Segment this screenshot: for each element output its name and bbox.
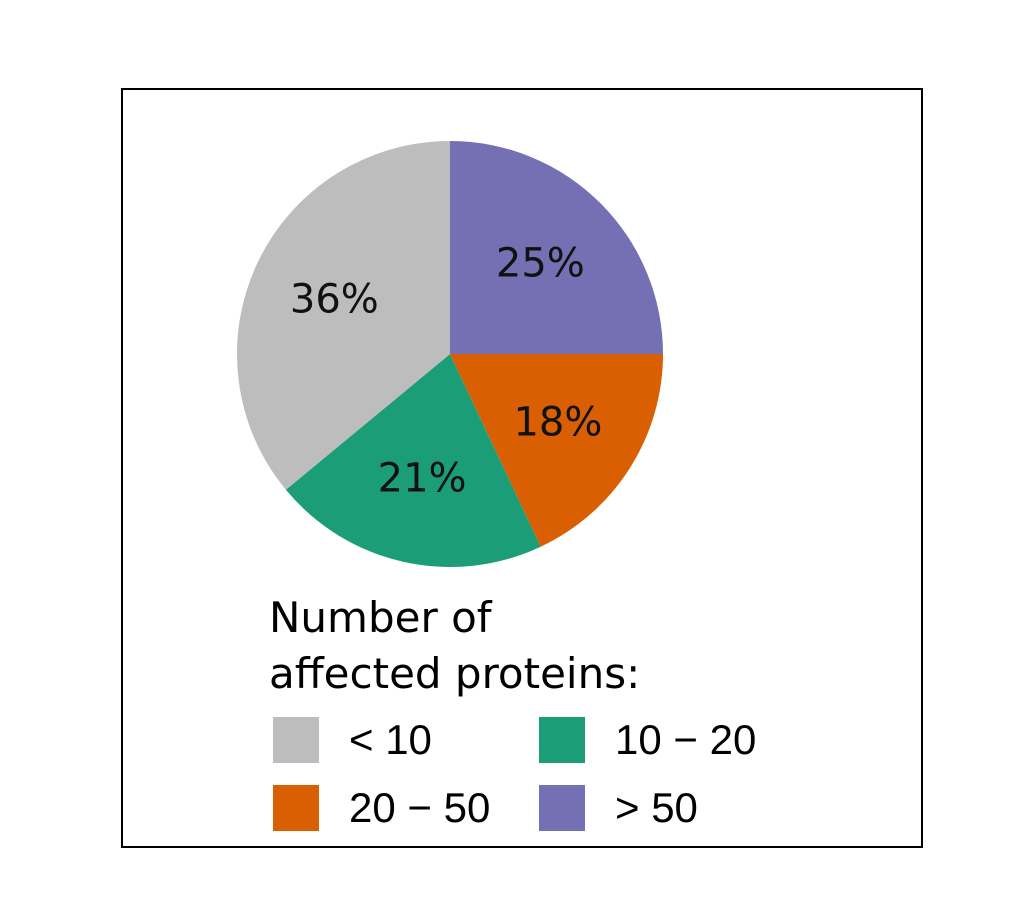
- pie-slice-label-1: 25%: [496, 241, 585, 287]
- legend-item-lt-10: < 10: [273, 716, 432, 763]
- legend-label-gt-50: > 50: [615, 784, 698, 831]
- legend-label-10-20: 10 − 20: [615, 716, 757, 763]
- pie-slice-3: [285, 354, 541, 567]
- legend-title: Number of affected proteins:: [269, 590, 789, 702]
- legend-item-gt-50: > 50: [539, 784, 698, 831]
- legend-item-20-50: 20 − 50: [273, 784, 491, 831]
- legend-label-lt-10: < 10: [349, 716, 432, 763]
- legend-title-line-2: affected proteins:: [269, 649, 641, 698]
- pie-chart: 25% 18% 21% 36%: [237, 141, 663, 567]
- pie-slice-label-2: 18%: [513, 399, 602, 445]
- legend-swatch-lt-10: [273, 717, 319, 763]
- pie-slice-4: [237, 141, 450, 490]
- pie-slice-2: [450, 354, 663, 547]
- pie-slice-label-4: 36%: [290, 277, 379, 323]
- chart-frame: 25% 18% 21% 36% Number of affected proteins:…: [121, 88, 923, 848]
- legend-title-line-1: Number of: [269, 593, 492, 642]
- pie-slice-1: [450, 141, 663, 354]
- legend-label-20-50: 20 − 50: [349, 784, 491, 831]
- legend-item-10-20: 10 − 20: [539, 716, 757, 763]
- pie-slice-label-3: 21%: [378, 456, 467, 502]
- legend-swatch-10-20: [539, 717, 585, 763]
- legend-swatch-gt-50: [539, 785, 585, 831]
- legend-swatch-20-50: [273, 785, 319, 831]
